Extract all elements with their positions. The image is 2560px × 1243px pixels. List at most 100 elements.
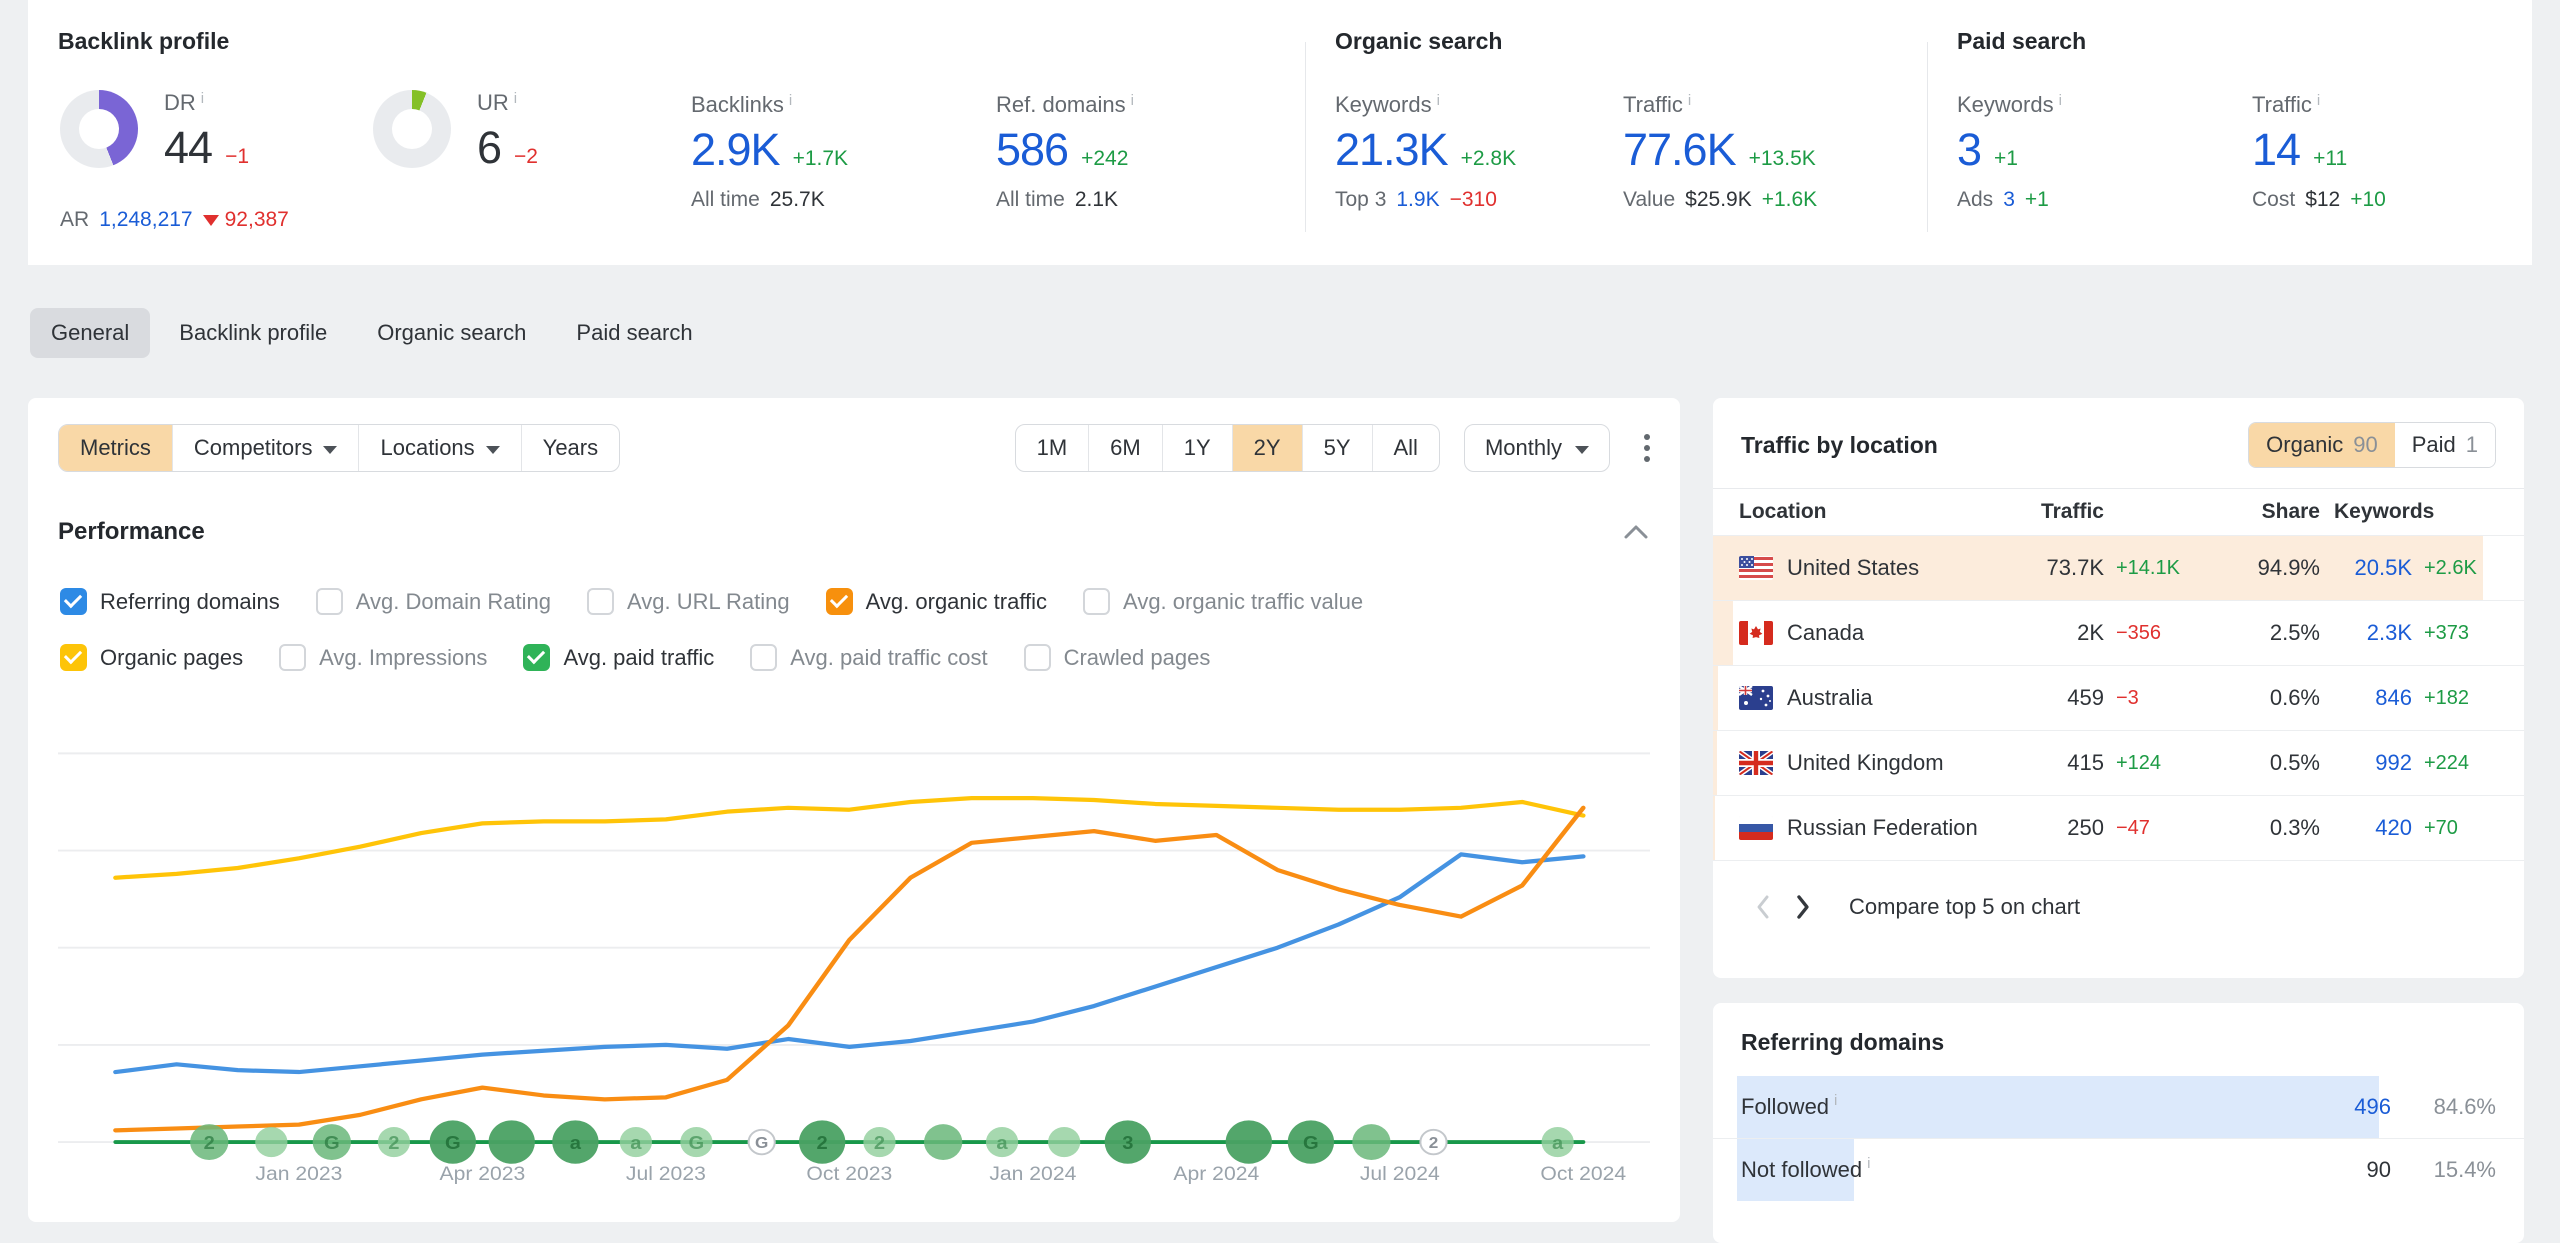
event-marker-icon[interactable] [1287,1120,1335,1164]
checkbox-crawled-pages[interactable]: Crawled pages [1023,644,1210,671]
paid-keywords-value[interactable]: 3 [1957,124,1982,175]
location-row-gb[interactable]: United Kingdom 415 +124 0.5% 992 +224 [1713,730,2524,795]
event-marker-icon[interactable] [377,1126,411,1158]
paid-traffic-value[interactable]: 14 [2252,124,2301,175]
event-marker-icon[interactable] [552,1120,599,1164]
tab-organic-search[interactable]: Organic search [377,320,527,345]
event-marker-icon[interactable] [619,1126,653,1158]
event-marker-icon[interactable] [1419,1128,1448,1156]
info-icon[interactable]: i [513,90,518,107]
unchecked-checkbox-icon [587,588,614,615]
keywords-value[interactable]: 846 [2375,685,2412,710]
compare-top5-link[interactable]: Compare top 5 on chart [1849,894,2081,919]
filter-locations[interactable]: Locations [359,425,522,471]
ref-row-followed[interactable]: Followed i 496 84.6% [1713,1076,2524,1138]
checkbox-organic-pages[interactable]: Organic pages [60,644,243,671]
location-row-au[interactable]: Australia 459 −3 0.6% 846 +182 [1713,665,2524,730]
paid-keywords-label: Keywords i [1957,92,2062,117]
toggle-paid[interactable]: Paid 1 [2394,423,2495,467]
traffic-value: 73.7K [2046,555,2105,580]
toggle-label: Paid [2411,432,2456,457]
event-marker-icon[interactable] [798,1120,846,1164]
ads-value[interactable]: 3 [2003,188,2015,211]
range-all[interactable]: All [1393,435,1418,460]
info-icon[interactable]: i [1834,1091,1838,1109]
filter-metrics[interactable]: Metrics [59,425,173,471]
tab-general[interactable]: General [30,308,151,358]
share-bar [1713,731,1718,795]
keywords-value[interactable]: 420 [2375,815,2412,840]
event-marker-icon[interactable] [747,1128,776,1156]
info-icon[interactable]: i [1687,92,1692,109]
filter-competitors[interactable]: Competitors [173,425,360,471]
event-marker-icon[interactable] [255,1126,288,1158]
info-icon[interactable]: i [200,90,205,107]
checkbox-avg-paid-traffic[interactable]: Avg. paid traffic [523,644,714,671]
tab-backlink-profile[interactable]: Backlink profile [179,320,328,345]
prev-page-button[interactable] [1743,887,1783,927]
next-page-button[interactable] [1783,887,1823,927]
keywords-delta: +70 [2424,816,2458,839]
event-marker-icon[interactable] [985,1126,1019,1158]
event-marker-icon[interactable] [924,1124,963,1160]
range-1m[interactable]: 1M [1016,425,1090,471]
top3-value[interactable]: 1.9K [1396,188,1440,211]
range-2y[interactable]: 2Y [1232,425,1303,471]
checkbox-avg-impressions[interactable]: Avg. Impressions [279,644,487,671]
backlinks-value[interactable]: 2.9K [691,124,781,175]
info-icon[interactable]: i [1130,92,1134,109]
checkbox-avg-organic-traffic[interactable]: Avg. organic traffic [825,588,1047,615]
event-marker-icon[interactable] [1048,1126,1081,1158]
organic-traffic-metric: Traffic i 77.6K +13.5K Value $25.9K +1.6K [1623,92,1817,212]
event-marker-icon[interactable] [1541,1126,1574,1158]
x-axis-label: Apr 2024 [1173,1162,1259,1184]
event-marker-icon[interactable] [190,1124,229,1160]
checkbox-referring-domains[interactable]: Referring domains [60,588,280,615]
event-marker-icon[interactable] [1225,1120,1272,1164]
info-icon[interactable]: i [788,92,793,109]
info-icon[interactable]: i [1867,1154,1871,1172]
range-1y[interactable]: 1Y [1163,425,1233,471]
ref-row-not-followed[interactable]: Not followed i 90 15.4% [1713,1138,2524,1201]
ref-domains-value[interactable]: 586 [996,124,1069,175]
organic-traffic-value[interactable]: 77.6K [1623,124,1737,175]
keywords-value[interactable]: 2.3K [2366,620,2412,645]
toggle-organic[interactable]: Organic 90 [2249,423,2395,467]
tab-paid-search[interactable]: Paid search [576,320,693,345]
organic-keywords-value[interactable]: 21.3K [1335,124,1449,175]
event-marker-label: 2 [1429,1133,1439,1151]
range-6m[interactable]: 6M [1089,425,1163,471]
ref-value: 90 [2366,1157,2391,1182]
location-row-ca[interactable]: Canada 2K −356 2.5% 2.3K +373 [1713,600,2524,665]
location-row-us[interactable]: United States 73.7K +14.1K 94.9% 20.5K +2.6K [1713,535,2524,600]
range-5y[interactable]: 5Y [1303,425,1373,471]
info-icon[interactable]: i [2316,92,2321,109]
keywords-value[interactable]: 20.5K [2354,555,2413,580]
info-icon[interactable]: i [1436,92,1440,109]
checkbox-avg-domain-rating[interactable]: Avg. Domain Rating [315,588,551,615]
location-row-ru[interactable]: Russian Federation 250 −47 0.3% 420 +70 [1713,795,2524,860]
granularity-dropdown[interactable]: Monthly [1463,424,1610,472]
keywords-value[interactable]: 992 [2375,750,2412,775]
checkbox-avg-url-rating[interactable]: Avg. URL Rating [587,588,790,615]
checkbox-label: Avg. Impressions [319,644,488,670]
event-marker-icon[interactable] [680,1126,713,1158]
info-icon[interactable]: i [2058,92,2062,109]
collapse-chevron-up-icon[interactable] [1622,523,1650,541]
event-marker-icon[interactable] [1104,1120,1151,1164]
filter-years[interactable]: Years [522,425,619,471]
more-options-button[interactable] [1640,430,1654,466]
event-marker-icon[interactable] [488,1120,535,1164]
checkbox-avg-paid-traffic-cost[interactable]: Avg. paid traffic cost [750,644,988,671]
event-marker-icon[interactable] [1352,1124,1391,1160]
checkbox-avg-organic-traffic-value[interactable]: Avg. organic traffic value [1083,588,1363,615]
ref-value[interactable]: 496 [2354,1094,2391,1119]
traffic-value: 250 [2067,815,2104,840]
ar-value[interactable]: 1,248,217 [99,208,193,231]
event-marker-icon[interactable] [312,1124,351,1160]
event-marker-icon[interactable] [429,1120,476,1164]
share-value: 0.6% [2269,685,2320,710]
event-marker-icon[interactable] [863,1126,896,1158]
value-label: Value [1623,188,1676,211]
